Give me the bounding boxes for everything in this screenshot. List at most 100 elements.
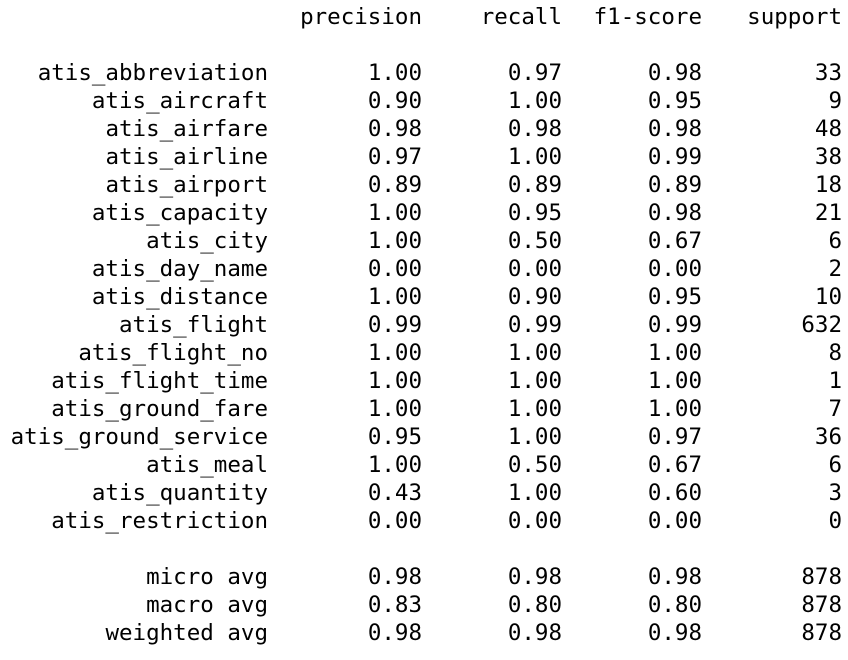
precision-value: 0.98 — [367, 620, 422, 646]
precision-value: 1.00 — [367, 396, 422, 422]
table-row: atis_airline 0.97 1.00 0.99 38 — [0, 143, 848, 171]
recall-value: 1.00 — [507, 424, 562, 450]
table-row: atis_quantity 0.43 1.00 0.60 3 — [0, 479, 848, 507]
recall-value: 0.89 — [507, 172, 562, 198]
support-value: 38 — [814, 144, 842, 170]
f1-score-value: 0.89 — [647, 172, 702, 198]
row-label: atis_day_name — [91, 256, 268, 282]
table-row: atis_flight 0.99 0.99 0.99 632 — [0, 311, 848, 339]
support-value: 10 — [814, 284, 842, 310]
header-support: support — [747, 4, 842, 30]
f1-score-value: 0.99 — [647, 312, 702, 338]
precision-value: 0.83 — [367, 592, 422, 618]
precision-value: 0.97 — [367, 144, 422, 170]
row-label: atis_flight_no — [78, 340, 268, 366]
support-value: 36 — [814, 424, 842, 450]
average-row: macro avg 0.83 0.80 0.80 878 — [0, 591, 848, 619]
table-row: atis_city 1.00 0.50 0.67 6 — [0, 227, 848, 255]
support-value: 3 — [828, 480, 842, 506]
row-label: atis_restriction — [51, 508, 268, 534]
support-value: 632 — [801, 312, 842, 338]
table-row: atis_airport 0.89 0.89 0.89 18 — [0, 171, 848, 199]
support-value: 6 — [828, 228, 842, 254]
row-label: macro avg — [146, 592, 268, 618]
table-row: atis_abbreviation 1.00 0.97 0.98 33 — [0, 59, 848, 87]
precision-value: 1.00 — [367, 228, 422, 254]
table-row: atis_meal 1.00 0.50 0.67 6 — [0, 451, 848, 479]
f1-score-value: 0.98 — [647, 564, 702, 590]
recall-value: 0.50 — [507, 452, 562, 478]
f1-score-value: 0.80 — [647, 592, 702, 618]
support-value: 878 — [801, 592, 842, 618]
precision-value: 1.00 — [367, 368, 422, 394]
support-value: 18 — [814, 172, 842, 198]
support-value: 878 — [801, 620, 842, 646]
row-label: atis_quantity — [91, 480, 268, 506]
precision-value: 1.00 — [367, 284, 422, 310]
f1-score-value: 1.00 — [647, 368, 702, 394]
f1-score-value: 0.95 — [647, 88, 702, 114]
table-row: atis_ground_fare 1.00 1.00 1.00 7 — [0, 395, 848, 423]
recall-value: 1.00 — [507, 88, 562, 114]
f1-score-value: 0.67 — [647, 228, 702, 254]
recall-value: 0.50 — [507, 228, 562, 254]
f1-score-value: 0.60 — [647, 480, 702, 506]
f1-score-value: 0.98 — [647, 116, 702, 142]
recall-value: 0.98 — [507, 564, 562, 590]
precision-value: 1.00 — [367, 340, 422, 366]
f1-score-value: 1.00 — [647, 340, 702, 366]
table-row: atis_aircraft 0.90 1.00 0.95 9 — [0, 87, 848, 115]
row-label: atis_airfare — [105, 116, 268, 142]
table-row: atis_flight_time 1.00 1.00 1.00 1 — [0, 367, 848, 395]
table-row: atis_airfare 0.98 0.98 0.98 48 — [0, 115, 848, 143]
f1-score-value: 0.97 — [647, 424, 702, 450]
header-f1-score: f1-score — [593, 4, 702, 30]
row-label: atis_ground_fare — [51, 396, 268, 422]
row-label: weighted avg — [105, 620, 268, 646]
f1-score-value: 0.67 — [647, 452, 702, 478]
support-value: 48 — [814, 116, 842, 142]
recall-value: 0.98 — [507, 116, 562, 142]
precision-value: 0.00 — [367, 508, 422, 534]
f1-score-value: 0.98 — [647, 200, 702, 226]
table-row: atis_restriction 0.00 0.00 0.00 0 — [0, 507, 848, 535]
precision-value: 1.00 — [367, 452, 422, 478]
recall-value: 1.00 — [507, 480, 562, 506]
precision-value: 0.89 — [367, 172, 422, 198]
row-label: atis_ground_service — [10, 424, 268, 450]
support-value: 7 — [828, 396, 842, 422]
precision-value: 1.00 — [367, 60, 422, 86]
f1-score-value: 0.98 — [647, 620, 702, 646]
precision-value: 0.99 — [367, 312, 422, 338]
row-label: atis_distance — [91, 284, 268, 310]
f1-score-value: 0.99 — [647, 144, 702, 170]
row-label: atis_abbreviation — [37, 60, 268, 86]
row-label: atis_flight_time — [51, 368, 268, 394]
row-label: micro avg — [146, 564, 268, 590]
precision-value: 1.00 — [367, 200, 422, 226]
f1-score-value: 1.00 — [647, 396, 702, 422]
recall-value: 0.95 — [507, 200, 562, 226]
row-label: atis_airport — [105, 172, 268, 198]
f1-score-value: 0.98 — [647, 60, 702, 86]
average-row: weighted avg 0.98 0.98 0.98 878 — [0, 619, 848, 647]
recall-value: 0.98 — [507, 620, 562, 646]
recall-value: 0.99 — [507, 312, 562, 338]
recall-value: 0.80 — [507, 592, 562, 618]
recall-value: 0.00 — [507, 508, 562, 534]
table-row: atis_ground_service 0.95 1.00 0.97 36 — [0, 423, 848, 451]
row-label: atis_flight — [118, 312, 268, 338]
recall-value: 1.00 — [507, 144, 562, 170]
table-row: atis_flight_no 1.00 1.00 1.00 8 — [0, 339, 848, 367]
support-value: 878 — [801, 564, 842, 590]
support-value: 1 — [828, 368, 842, 394]
row-label: atis_city — [146, 228, 268, 254]
support-value: 9 — [828, 88, 842, 114]
f1-score-value: 0.00 — [647, 508, 702, 534]
header-recall: recall — [480, 4, 562, 30]
support-value: 33 — [814, 60, 842, 86]
row-label: atis_airline — [105, 144, 268, 170]
support-value: 0 — [828, 508, 842, 534]
header-row: precision recall f1-score support — [0, 3, 848, 31]
support-value: 6 — [828, 452, 842, 478]
